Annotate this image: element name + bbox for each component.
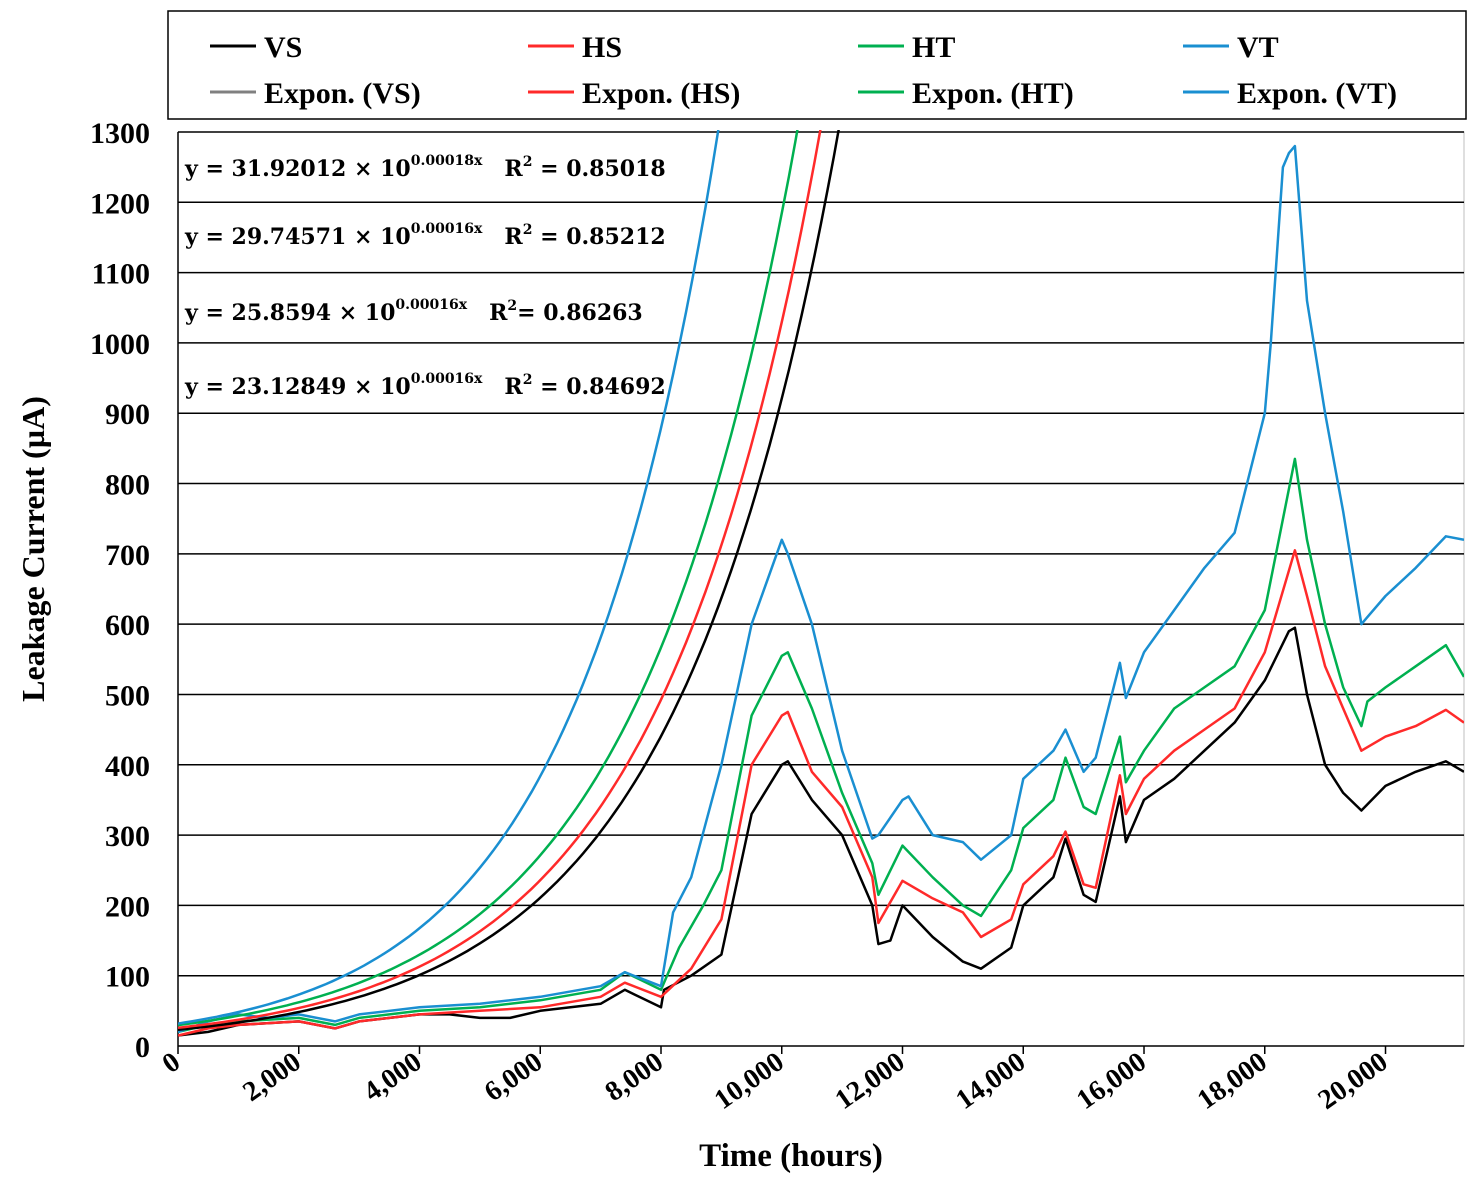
y-tick-label: 900 <box>105 398 150 431</box>
series-line-vs <box>178 626 1464 1037</box>
y-tick-label: 800 <box>105 469 150 502</box>
series-group <box>178 130 1464 1037</box>
y-tick-label: 600 <box>105 609 150 642</box>
x-tick-label: 4,000 <box>358 1046 427 1108</box>
y-tick-label: 0 <box>135 1031 150 1064</box>
x-tick-label: 12,000 <box>830 1046 911 1116</box>
trendline-equation: y = 29.74571 × 100.00016x R2 = 0.85212 <box>184 221 666 250</box>
x-tick-label: 18,000 <box>1192 1046 1273 1116</box>
y-tick-label: 1200 <box>90 187 150 220</box>
series-line-vt <box>178 144 1464 1034</box>
trendline-expon-ht <box>178 130 799 1027</box>
x-axis-title: Time (hours) <box>699 1138 883 1174</box>
legend-label: VS <box>264 31 302 64</box>
x-tick-label: 20,000 <box>1313 1046 1394 1116</box>
trendline-expon-vt <box>178 130 720 1025</box>
y-tick-label: 100 <box>105 961 150 994</box>
trendline-equation: y = 25.8594 × 100.00016x R2= 0.86263 <box>184 297 643 326</box>
y-tick-label: 300 <box>105 820 150 853</box>
legend-label: Expon. (VS) <box>264 77 421 110</box>
legend-label: Expon. (HT) <box>912 77 1074 110</box>
y-tick-label: 200 <box>105 890 150 923</box>
x-tick-label: 14,000 <box>950 1046 1031 1116</box>
y-tick-label: 500 <box>105 679 150 712</box>
legend-label: Expon. (VT) <box>1237 77 1397 110</box>
y-axis-title: Leakage Current (µA) <box>15 396 51 702</box>
x-tick-label: 0 <box>157 1046 186 1079</box>
x-tick-label: 2,000 <box>237 1046 306 1108</box>
x-tick-label: 8,000 <box>600 1046 669 1108</box>
legend-label: HS <box>582 31 622 64</box>
x-tick-label: 10,000 <box>709 1046 790 1116</box>
plot-area <box>177 131 1465 1047</box>
y-tick-label: 400 <box>105 750 150 783</box>
trendline-equation: y = 23.12849 × 100.00016x R2 = 0.84692 <box>184 371 666 400</box>
legend-label: HT <box>912 31 955 64</box>
legend <box>167 10 1467 120</box>
legend-label: Expon. (HS) <box>582 77 740 110</box>
legend-label: VT <box>1237 31 1279 64</box>
trendline-expon-hs <box>178 130 822 1030</box>
y-tick-label: 700 <box>105 539 150 572</box>
y-tick-label: 1000 <box>90 328 150 361</box>
x-tick-label: 6,000 <box>479 1046 548 1108</box>
series-line-hs <box>178 549 1464 1037</box>
trendline-equation: y = 31.92012 × 100.00018x R2 = 0.85018 <box>184 153 666 182</box>
y-tick-label: 1100 <box>92 258 150 291</box>
y-tick-label: 1300 <box>90 117 150 150</box>
series-line-ht <box>178 457 1464 1034</box>
trendline-expon-vs <box>178 130 840 1031</box>
x-tick-label: 16,000 <box>1071 1046 1152 1116</box>
